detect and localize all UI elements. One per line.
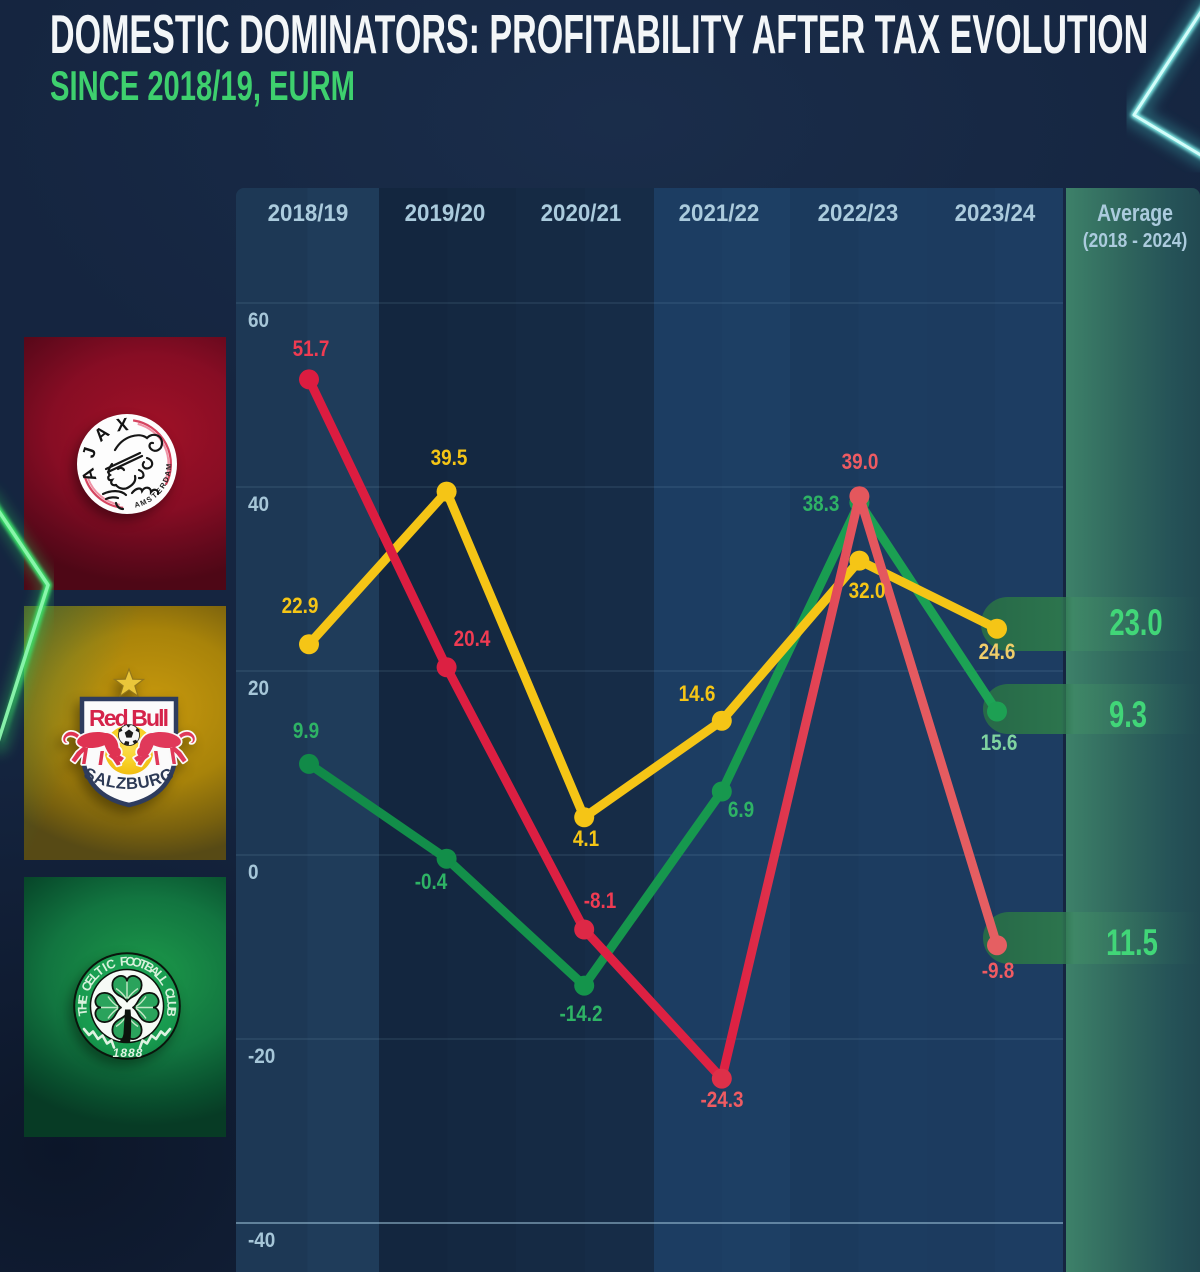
svg-text:I: I bbox=[100, 960, 110, 974]
svg-text:M: M bbox=[164, 464, 173, 471]
svg-text:T: T bbox=[75, 1007, 90, 1017]
svg-text:B: B bbox=[164, 1007, 179, 1018]
svg-text:A: A bbox=[163, 469, 173, 477]
svg-text:T: T bbox=[150, 490, 160, 500]
svg-text:O: O bbox=[125, 954, 136, 969]
svg-text:E: E bbox=[154, 486, 164, 496]
svg-text:F: F bbox=[119, 954, 128, 969]
svg-text:L: L bbox=[163, 994, 178, 1004]
svg-text:C: C bbox=[161, 986, 177, 999]
svg-text:D: D bbox=[161, 475, 172, 484]
svg-text:U: U bbox=[164, 1001, 178, 1010]
svg-text:R: R bbox=[158, 480, 169, 490]
svg-text:1888: 1888 bbox=[113, 1046, 144, 1060]
svg-text:H: H bbox=[75, 1001, 89, 1010]
svg-text:A: A bbox=[78, 466, 101, 484]
svg-text:O: O bbox=[131, 955, 144, 971]
svg-text:E: E bbox=[75, 994, 90, 1004]
svg-text:A: A bbox=[133, 499, 141, 509]
svg-text:S: S bbox=[145, 494, 154, 504]
svg-text:M: M bbox=[139, 497, 148, 508]
svg-text:X: X bbox=[115, 414, 129, 435]
